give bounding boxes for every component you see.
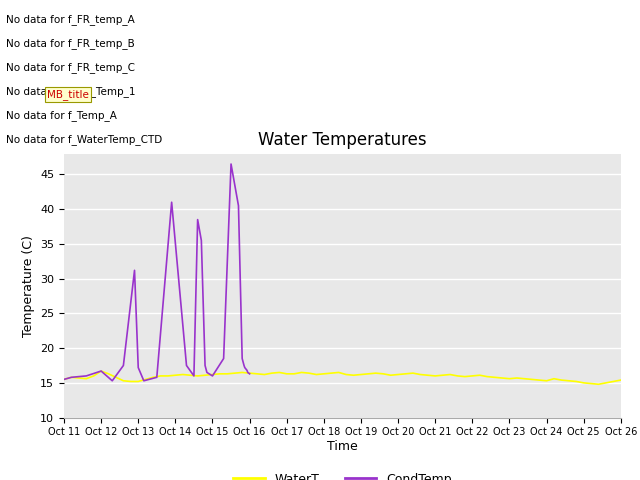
Y-axis label: Temperature (C): Temperature (C) [22, 235, 35, 336]
Legend: WaterT, CondTemp: WaterT, CondTemp [228, 468, 456, 480]
X-axis label: Time: Time [327, 440, 358, 453]
Title: Water Temperatures: Water Temperatures [258, 131, 427, 149]
Text: No data for f_FR_temp_B: No data for f_FR_temp_B [6, 38, 135, 49]
Text: No data for f_FR_temp_C: No data for f_FR_temp_C [6, 62, 136, 73]
Text: No data for f_WaterTemp_CTD: No data for f_WaterTemp_CTD [6, 134, 163, 145]
Text: No data for f_FR_temp_A: No data for f_FR_temp_A [6, 14, 135, 25]
Text: No data for f_FD_Temp_1: No data for f_FD_Temp_1 [6, 86, 136, 97]
Text: No data for f_Temp_A: No data for f_Temp_A [6, 110, 117, 121]
Text: MB_title: MB_title [47, 89, 88, 100]
